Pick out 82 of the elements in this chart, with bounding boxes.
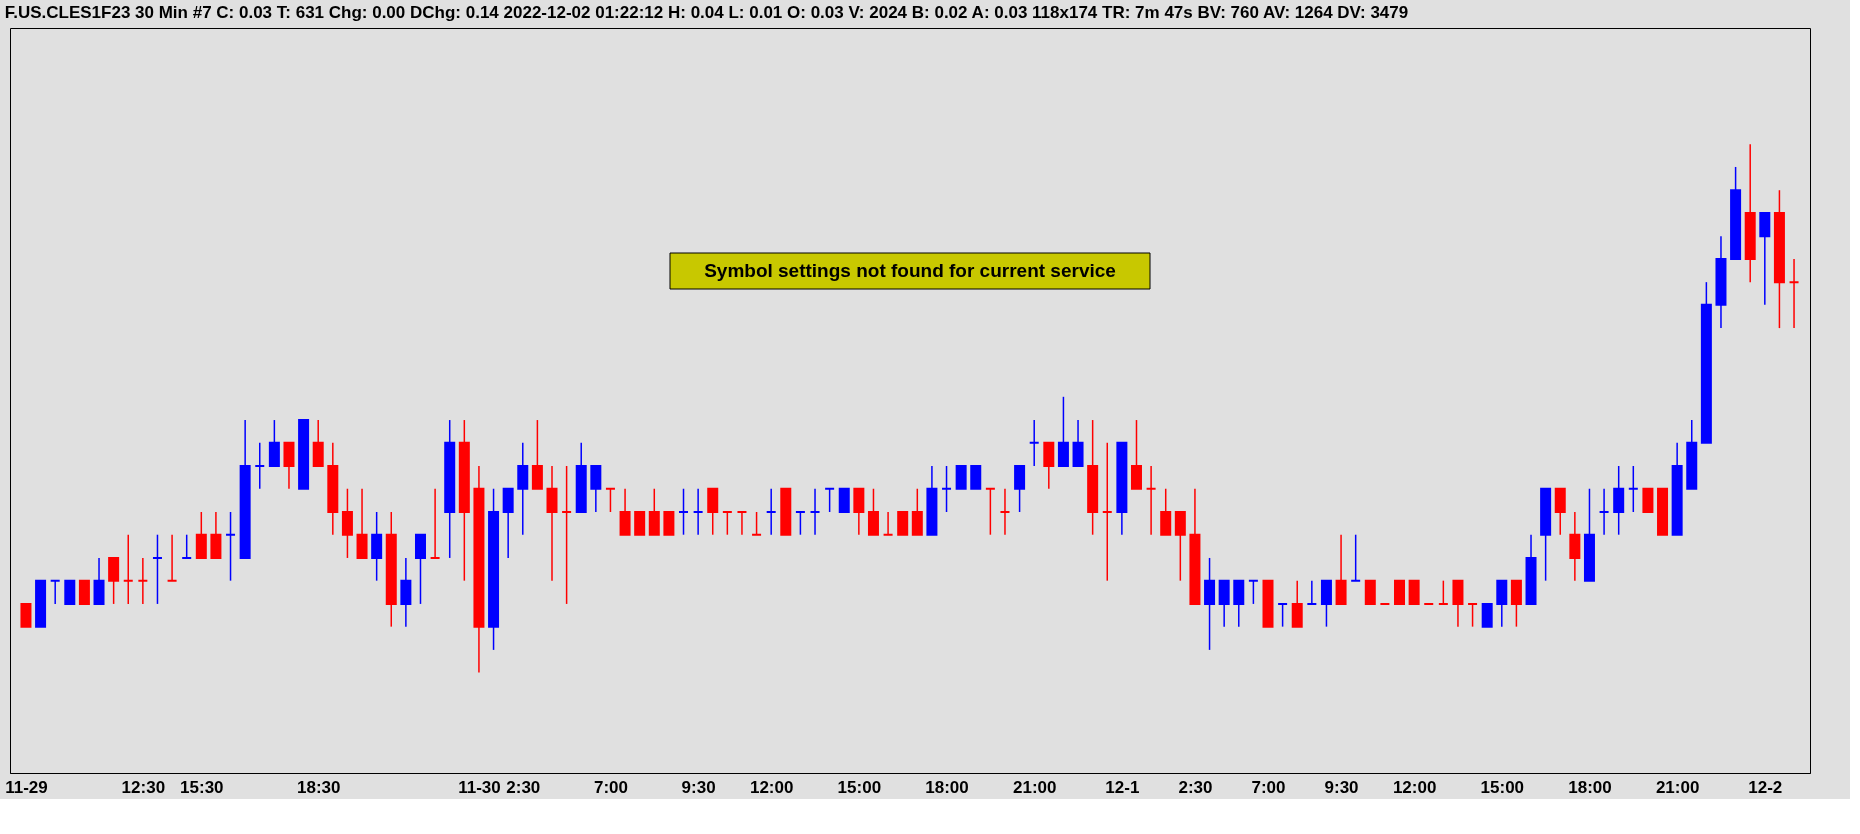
candlestick — [1130, 419, 1142, 490]
candlestick — [1569, 511, 1581, 582]
x-tick-label: 7:00 — [593, 777, 628, 797]
x-tick-label: 18:30 — [296, 777, 341, 797]
candlestick — [78, 579, 90, 605]
candlestick — [414, 533, 426, 605]
candlestick — [838, 487, 850, 513]
x-tick-label: 12:00 — [1392, 777, 1437, 797]
candlestick — [634, 510, 646, 536]
candlestick — [853, 487, 865, 536]
candlestick — [546, 465, 558, 582]
chart-title: F.US.CLES1F23 30 Min #7 C: 0.03 T: 631 Chg: 0.00 DChg: 0.14 2022-12-02 01:22:12 H: 0.04 L: 0.01 O: 0.03 V: 2024 B: 0.02 A: 0.03 118x174 TR: 7m 47s BV: 760 AV: 1264 DV: 3479 — [4, 3, 1409, 22]
candlestick — [517, 442, 529, 536]
x-tick-label: 18:00 — [1568, 777, 1612, 797]
x-tick-label: 2:30 — [506, 777, 541, 797]
x-tick-label: 18:00 — [925, 777, 969, 797]
candlestick — [1496, 579, 1508, 628]
x-tick-label: 21:00 — [1655, 777, 1700, 797]
candlestick — [1408, 579, 1420, 605]
candlestick — [707, 487, 719, 536]
candlestick — [1452, 579, 1464, 628]
x-tick-label: 11-30 — [458, 777, 501, 797]
x-tick-label: 12:30 — [121, 777, 166, 797]
candlestick — [1057, 396, 1069, 468]
candlestick — [283, 441, 295, 490]
candlestick — [1394, 579, 1406, 605]
candlestick — [1510, 579, 1522, 628]
annotation: Symbol settings not found for current service — [704, 260, 1116, 281]
candlestick — [108, 556, 120, 605]
candlestick — [1320, 579, 1332, 628]
x-tick-label: 21:00 — [1012, 777, 1057, 797]
candlestick — [1481, 602, 1493, 628]
candlestick — [663, 510, 675, 536]
candlestick — [1043, 441, 1055, 490]
candlestick — [1613, 465, 1625, 536]
candlestick — [1014, 465, 1026, 513]
candlestick — [1174, 510, 1186, 582]
candlestick — [356, 487, 368, 559]
candlestick — [502, 487, 514, 559]
candlestick — [20, 602, 32, 628]
candlestick — [897, 510, 909, 536]
candlestick — [1642, 487, 1654, 513]
candlestick — [195, 511, 207, 559]
candlestick — [1204, 557, 1216, 651]
candlestick — [122, 533, 134, 605]
x-tick-label: 15:30 — [180, 777, 224, 797]
candlestick — [1364, 579, 1376, 605]
candlestick — [254, 442, 266, 490]
candlestick — [371, 511, 383, 582]
candlestick — [1335, 533, 1347, 605]
candlestick — [312, 419, 324, 468]
candlestick — [1072, 419, 1084, 468]
candlestick — [867, 487, 879, 536]
x-tick-label: 7:00 — [1251, 777, 1286, 797]
candlestick — [268, 419, 280, 468]
candlestick — [1233, 579, 1245, 628]
candlestick — [911, 487, 923, 536]
candlestick — [1759, 211, 1771, 306]
candlestick — [64, 579, 76, 605]
x-tick-label: 9:30 — [1324, 777, 1359, 797]
x-tick-label: 9:30 — [681, 777, 716, 797]
candlestick — [531, 419, 543, 490]
candlestick — [400, 557, 412, 628]
candlestick — [648, 487, 660, 536]
candlestick — [955, 465, 967, 490]
candlestick — [590, 465, 602, 513]
x-tick-label: 15:00 — [837, 777, 882, 797]
candlestick — [970, 465, 982, 490]
x-tick-label: 11-29 — [5, 777, 48, 797]
candlestick — [1160, 487, 1172, 536]
x-tick-label: 12-2 — [1748, 777, 1783, 797]
x-tick-label: 12-1 — [1105, 777, 1140, 797]
candlestick — [619, 487, 631, 536]
x-tick-label: 12:00 — [749, 777, 794, 797]
candlestick — [341, 487, 353, 559]
x-tick-label: 2:30 — [1178, 777, 1213, 797]
candlestick — [1291, 579, 1303, 628]
candlestick — [93, 557, 105, 605]
x-tick-label: 15:00 — [1480, 777, 1525, 797]
candlestick — [1554, 487, 1566, 536]
candlestick — [1218, 579, 1230, 628]
candlestick — [210, 511, 222, 559]
